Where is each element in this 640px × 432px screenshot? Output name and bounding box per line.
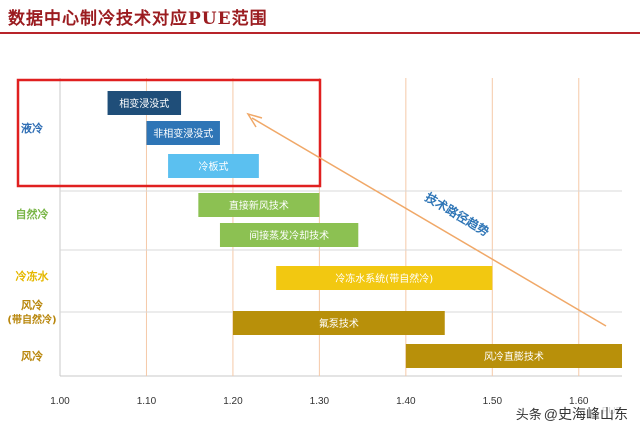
bar-label: 非相变浸没式 — [153, 127, 213, 140]
range-bar — [168, 154, 259, 178]
trend-arrow-head — [246, 112, 263, 128]
x-tick-label: 1.20 — [223, 396, 243, 407]
bar-label: 相变浸没式 — [119, 97, 169, 110]
range-bar — [107, 91, 182, 115]
range-bar — [146, 121, 220, 145]
bar-label: 直接新风技术 — [229, 199, 289, 212]
category-label: 冷冻水 — [16, 269, 50, 283]
range-bar — [405, 344, 622, 368]
bar-label: 风冷直膨技术 — [484, 350, 544, 363]
range-bar — [232, 311, 445, 335]
title-divider — [0, 32, 640, 34]
range-bar — [276, 266, 493, 290]
trend-arrow-line — [251, 117, 607, 327]
x-tick-label: 1.30 — [310, 396, 330, 407]
bar-label: 冷板式 — [198, 160, 228, 173]
range-bar — [219, 223, 359, 247]
bar-label: 间接蒸发冷却技术 — [249, 229, 329, 242]
category-label: 风冷(带自然冷) — [7, 298, 56, 326]
trend-annotation: 技术路径趋势 — [423, 189, 492, 239]
x-tick-label: 1.10 — [137, 396, 157, 407]
page-title: 数据中心制冷技术对应PUE范围 — [8, 9, 268, 29]
x-tick-label: 1.40 — [396, 396, 416, 407]
highlight-box — [16, 78, 322, 188]
bar-label: 冷冻水系统(带自然冷) — [335, 272, 433, 285]
category-label: 液冷 — [21, 121, 43, 135]
category-label: 风冷 — [21, 349, 43, 363]
watermark-logo: 头条 — [515, 407, 542, 422]
category-label: 自然冷 — [16, 207, 49, 221]
bar-label: 氟泵技术 — [319, 317, 359, 330]
x-tick-label: 1.00 — [50, 396, 70, 407]
x-tick-label: 1.50 — [483, 396, 503, 407]
x-tick-label: 1.60 — [569, 396, 589, 407]
watermark-handle: @史海峰山东 — [543, 406, 628, 422]
range-bar — [198, 193, 320, 217]
watermark: 头条 @史海峰山东 — [513, 404, 630, 424]
